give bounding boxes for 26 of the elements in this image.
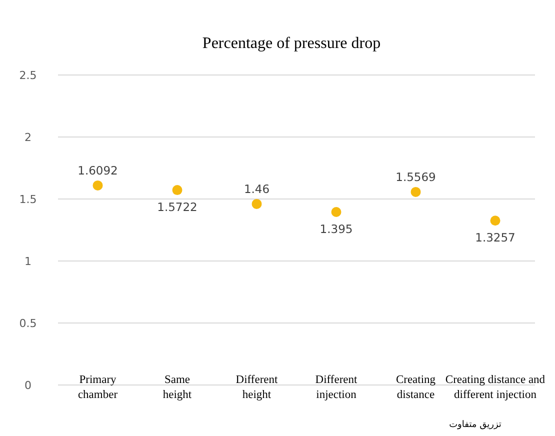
point xyxy=(410,186,421,197)
y-tick-label: 2.5 xyxy=(19,69,37,82)
data-label: 1.395 xyxy=(320,222,353,236)
y-tick-label: 1 xyxy=(24,255,32,268)
data-label: 1.5569 xyxy=(396,170,436,184)
data-label: 1.5722 xyxy=(157,200,198,214)
point xyxy=(172,185,182,196)
y-tick-label: 0.5 xyxy=(19,317,37,330)
data-label: 1.3257 xyxy=(475,230,516,245)
point xyxy=(331,207,342,218)
chart-title: Percentage of pressure drop xyxy=(202,35,381,52)
data-label: 1.46 xyxy=(244,182,270,196)
point xyxy=(92,180,103,190)
x-tick-label: Creating distance and different injection xyxy=(445,374,546,401)
x-tick-label: Different height xyxy=(236,374,279,401)
x-tick-label: Primary chamber xyxy=(78,374,118,401)
data-label: 1.6092 xyxy=(78,163,118,178)
x-tick-label: Different injection xyxy=(315,374,358,401)
y-tick-label: 1.5 xyxy=(19,193,37,206)
x-tick-label: Same height xyxy=(162,374,192,401)
point xyxy=(252,198,262,209)
x-tick-label: Creating distance xyxy=(396,374,436,401)
point xyxy=(490,216,500,226)
y-tick-label: 2 xyxy=(24,131,32,144)
y-tick-label: 0 xyxy=(24,379,32,392)
text: تزریق متفاوت xyxy=(449,420,502,430)
